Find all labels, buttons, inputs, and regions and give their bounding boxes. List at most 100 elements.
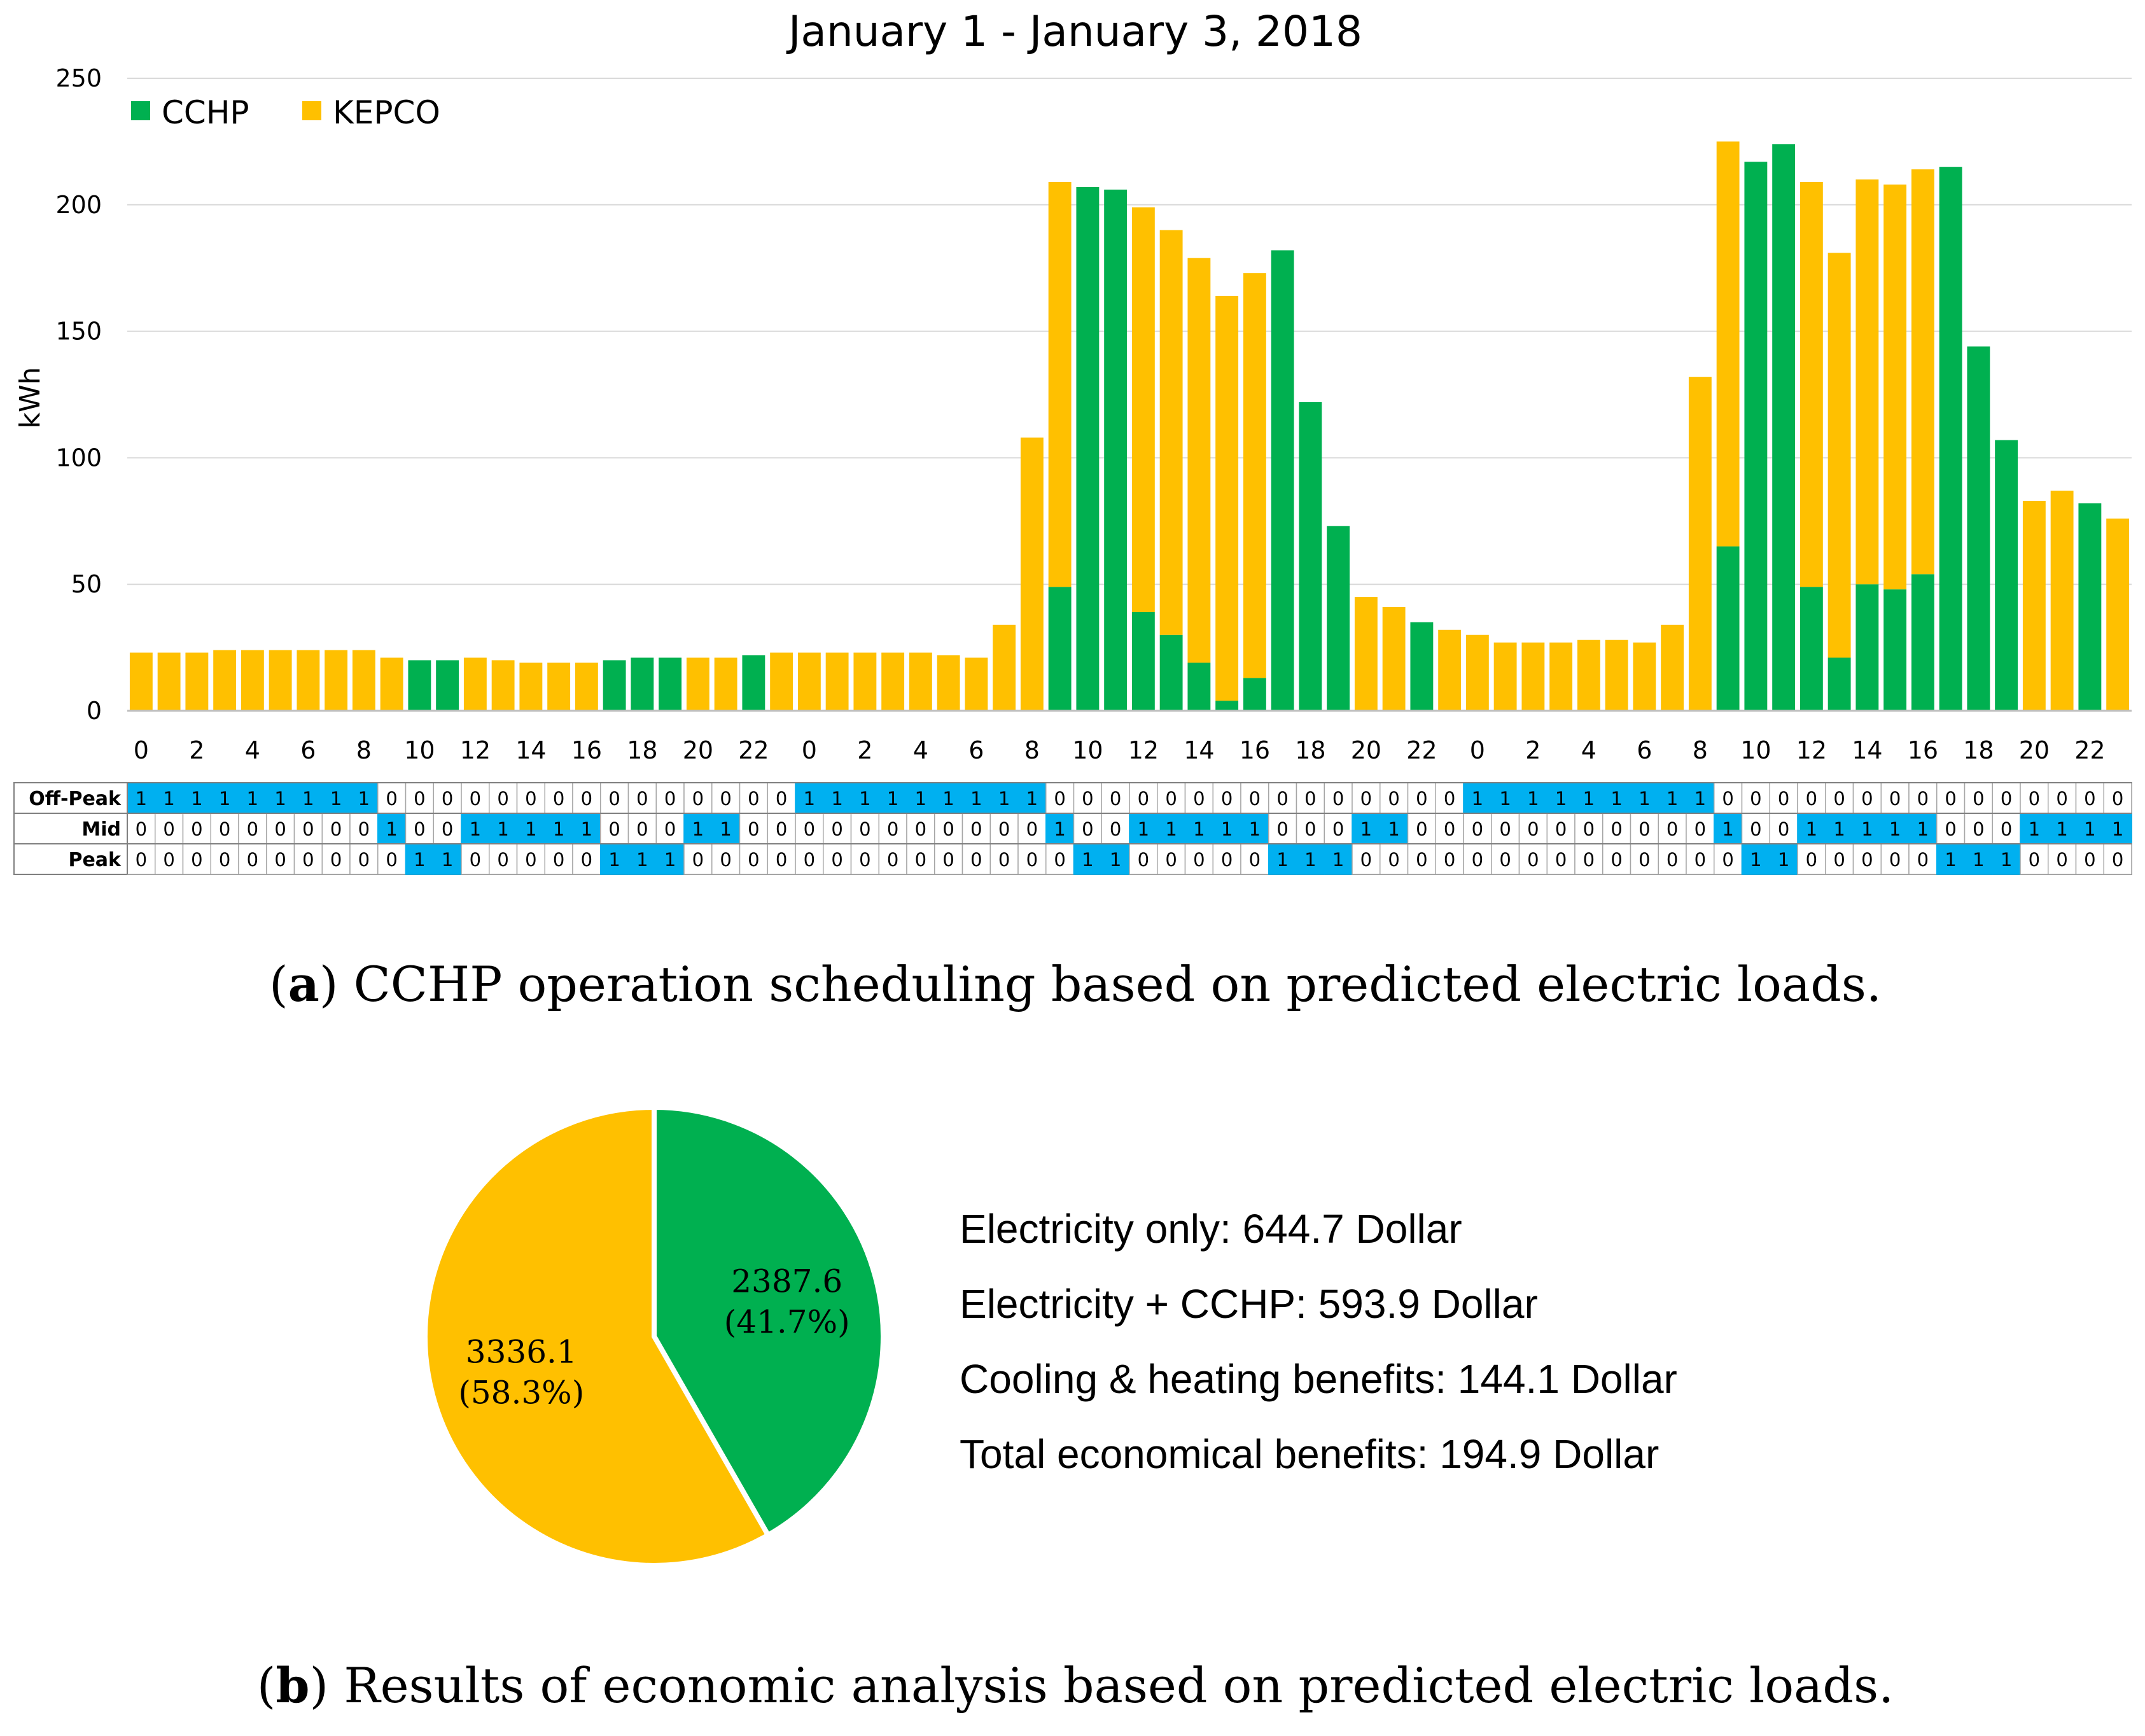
bar-kepco <box>2106 518 2130 711</box>
schedule-cell-value: 0 <box>442 788 453 809</box>
schedule-cell-value: 1 <box>1026 788 1038 809</box>
caption-b-text: ) Results of economic analysis based on … <box>310 1657 1894 1714</box>
schedule-cell-value: 0 <box>608 788 620 809</box>
schedule-cell <box>1546 813 1576 844</box>
schedule-cell-value: 0 <box>414 788 425 809</box>
schedule-cell <box>127 843 156 875</box>
schedule-cell-value: 0 <box>720 788 731 809</box>
schedule-cell-value: 1 <box>1138 818 1149 840</box>
economics-line: Cooling & heating benefits: 144.1 Dollar <box>960 1356 1677 1402</box>
x-tick-label: 22 <box>738 736 769 764</box>
schedule-cell-value: 1 <box>1638 788 1650 809</box>
schedule-cell-value: 0 <box>497 788 508 809</box>
schedule-cell <box>627 813 657 844</box>
schedule-cell <box>1101 813 1130 844</box>
x-axis-ticks: 0 2 4 6 8 10 12 14 16 18 20 22 0 2 4 6 8 10 12 14 16 18 20 22 0 2… <box>134 736 2106 764</box>
schedule-cell-value: 0 <box>386 849 397 871</box>
schedule-cell <box>1045 843 1075 875</box>
schedule-cell-value: 0 <box>1583 849 1595 871</box>
schedule-cell-value: 0 <box>553 788 564 809</box>
schedule-cell <box>1268 782 1297 814</box>
schedule-cell <box>795 782 824 814</box>
bar-kepco <box>1549 642 1573 711</box>
schedule-cell-value: 1 <box>1666 788 1678 809</box>
bar-cchp <box>1243 678 1266 711</box>
bar-cchp <box>1131 612 1155 711</box>
schedule-cell <box>405 782 434 814</box>
schedule-cell-value: 0 <box>1806 849 1817 871</box>
schedule-cell-value: 0 <box>1778 818 1789 840</box>
schedule-cell-value: 0 <box>692 849 704 871</box>
y-tick-label: 0 <box>87 697 102 725</box>
x-tick-label: 2 <box>1525 736 1541 764</box>
schedule-cell-value: 0 <box>804 849 815 871</box>
schedule-cell <box>182 843 211 875</box>
schedule-cell-value: 1 <box>1722 818 1733 840</box>
bar-cchp <box>631 657 654 711</box>
schedule-cell-value: 1 <box>998 788 1010 809</box>
schedule-cell-value: 0 <box>330 818 342 840</box>
schedule-cell <box>1240 813 1269 844</box>
schedule-cell <box>1491 843 1520 875</box>
schedule-cell <box>433 782 462 814</box>
schedule-cell-value: 1 <box>1388 818 1399 840</box>
schedule-cell-value: 0 <box>553 849 564 871</box>
schedule-cell <box>1769 813 1798 844</box>
bar-kepco <box>1688 377 1712 711</box>
schedule-cell-value: 0 <box>1110 818 1121 840</box>
schedule-cell-value: 0 <box>1416 818 1427 840</box>
bar-kepco <box>269 650 292 711</box>
schedule-cell <box>989 843 1019 875</box>
schedule-cell <box>1686 843 1715 875</box>
schedule-cell-value: 0 <box>1472 818 1483 840</box>
bar-kepco <box>770 652 793 711</box>
schedule-cell-value: 1 <box>525 818 536 840</box>
schedule-cell-value: 0 <box>998 849 1010 871</box>
schedule-cell-value: 1 <box>970 788 982 809</box>
schedule-cell-value: 0 <box>831 849 842 871</box>
x-tick-label: 16 <box>1908 736 1938 764</box>
schedule-cell-value: 0 <box>247 818 258 840</box>
schedule-cell-value: 0 <box>1917 849 1929 871</box>
schedule-cell-value: 0 <box>1945 788 1956 809</box>
schedule-cell-value: 0 <box>942 849 954 871</box>
schedule-cell <box>600 782 629 814</box>
schedule-cell-value: 0 <box>2001 818 2012 840</box>
x-tick-label: 2 <box>189 736 204 764</box>
schedule-cell-value: 0 <box>219 818 230 840</box>
bar-kepco <box>825 652 849 711</box>
caption-b: (b) Results of economic analysis based o… <box>257 1657 1894 1714</box>
schedule-cell-value: 0 <box>1750 818 1761 840</box>
x-tick-label: 10 <box>1072 736 1103 764</box>
schedule-cell-value: 0 <box>1610 849 1622 871</box>
bar-kepco <box>1577 640 1600 711</box>
schedule-cell-value: 0 <box>1221 849 1233 871</box>
bar-kepco <box>157 652 181 711</box>
schedule-cell-value: 0 <box>191 818 202 840</box>
schedule-cell-value: 0 <box>1889 788 1901 809</box>
bar-kepco <box>1827 253 1851 658</box>
y-tick-label: 50 <box>71 570 102 598</box>
bar-cchp <box>1299 402 1322 711</box>
schedule-cell-value: 0 <box>1444 818 1455 840</box>
schedule-cell-value: 1 <box>1778 849 1789 871</box>
schedule-cell-value: 0 <box>831 818 842 840</box>
bar-kepco <box>853 652 877 711</box>
x-tick-label: 12 <box>1796 736 1827 764</box>
schedule-cell-value: 1 <box>191 788 202 809</box>
schedule-cell <box>1630 782 1659 814</box>
schedule-cell-value: 0 <box>1304 818 1316 840</box>
schedule-cell <box>655 813 685 844</box>
schedule-cell-value: 1 <box>887 788 898 809</box>
schedule-cell-value: 0 <box>1332 788 1344 809</box>
schedule-cell-value: 1 <box>1861 818 1873 840</box>
schedule-cell-value: 1 <box>2084 818 2095 840</box>
schedule-cell-value: 1 <box>1054 818 1065 840</box>
pie-slice-cchp <box>652 1104 886 1539</box>
schedule-cell <box>1714 813 1743 844</box>
schedule-cell-value: 0 <box>1555 818 1567 840</box>
schedule-cell <box>516 813 545 844</box>
schedule-cell-value: 0 <box>274 849 286 871</box>
schedule-cell-value: 0 <box>1666 818 1678 840</box>
